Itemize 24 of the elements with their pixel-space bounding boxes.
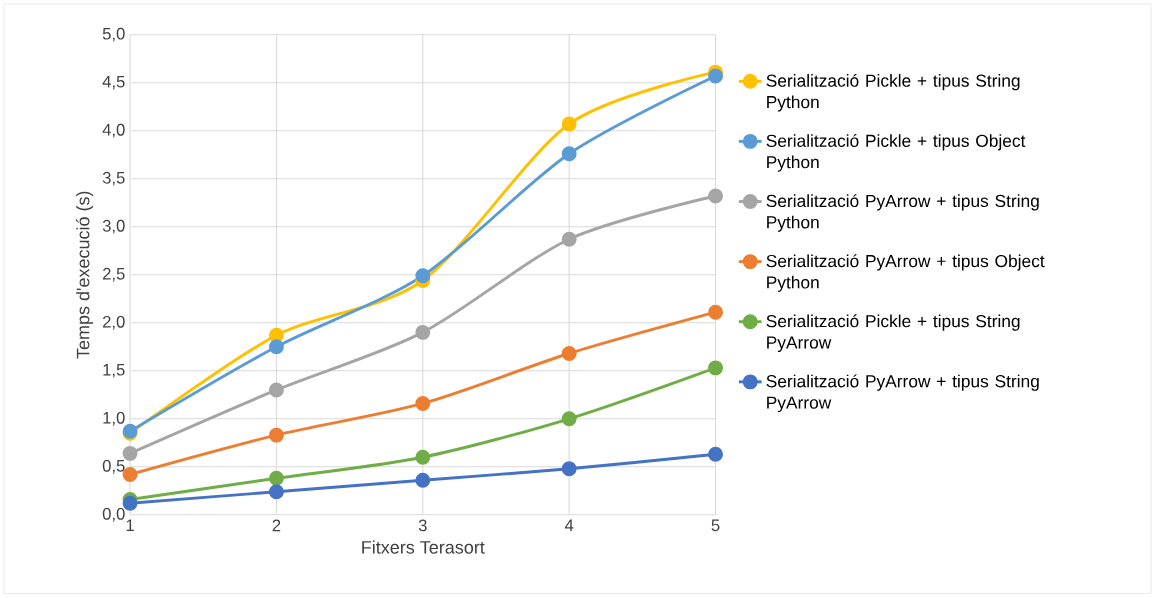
y-tick-label: 5,0 (102, 28, 125, 42)
legend-label: Serialització Pickle + tipus String Python (766, 74, 1020, 112)
x-tick-label: 4 (564, 519, 574, 532)
y-axis-title: Temps d'execució (s) (76, 191, 94, 359)
y-tick-label: 4,0 (102, 124, 125, 138)
y-tick-label: 1,0 (103, 412, 125, 426)
y-tick-label: 3,5 (102, 172, 125, 186)
legend-label: Serialització PyArrow + tipus String Python (766, 194, 1039, 233)
x-tick-label: 5 (711, 519, 720, 532)
y-tick-label: 0,0 (102, 508, 125, 522)
x-tick-label: 3 (418, 519, 427, 532)
legend-label: Serialització Pickle + tipus String PyArrow (766, 314, 1020, 353)
x-axis-title: Fitxers Terasort (362, 540, 485, 554)
y-tick-label: 2,5 (103, 268, 125, 282)
y-tick-label: 0,5 (102, 460, 125, 474)
legend-label: Serialització PyArrow + tipus Object Python (766, 254, 1045, 293)
y-tick-label: 3,0 (102, 220, 125, 234)
x-tick-label: 2 (272, 519, 281, 532)
y-tick-label: 1,5 (103, 364, 125, 378)
y-tick-label: 4,5 (102, 76, 125, 90)
legend-label: Serialització Pickle + tipus Object Python (766, 134, 1026, 172)
y-tick-label: 2,0 (103, 316, 125, 330)
x-tick-label: 1 (126, 519, 134, 532)
legend-label: Serialització PyArrow + tipus String PyArrow (766, 374, 1039, 413)
